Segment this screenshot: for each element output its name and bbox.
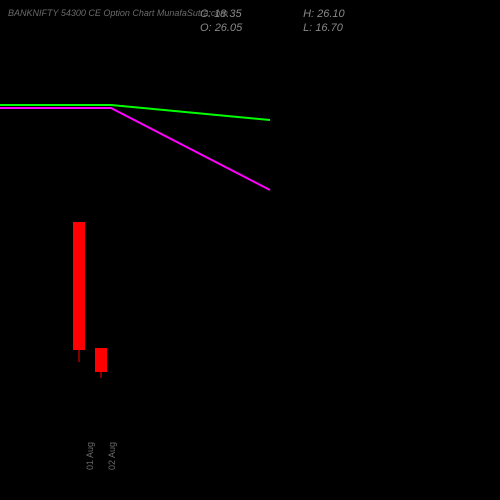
x-axis-date-label: 02 Aug xyxy=(107,442,117,470)
x-axis-date-label: 01 Aug xyxy=(85,442,95,470)
magenta-line xyxy=(0,108,270,190)
price-chart xyxy=(0,0,500,500)
candle-body xyxy=(95,348,107,372)
candle-body xyxy=(73,222,85,350)
